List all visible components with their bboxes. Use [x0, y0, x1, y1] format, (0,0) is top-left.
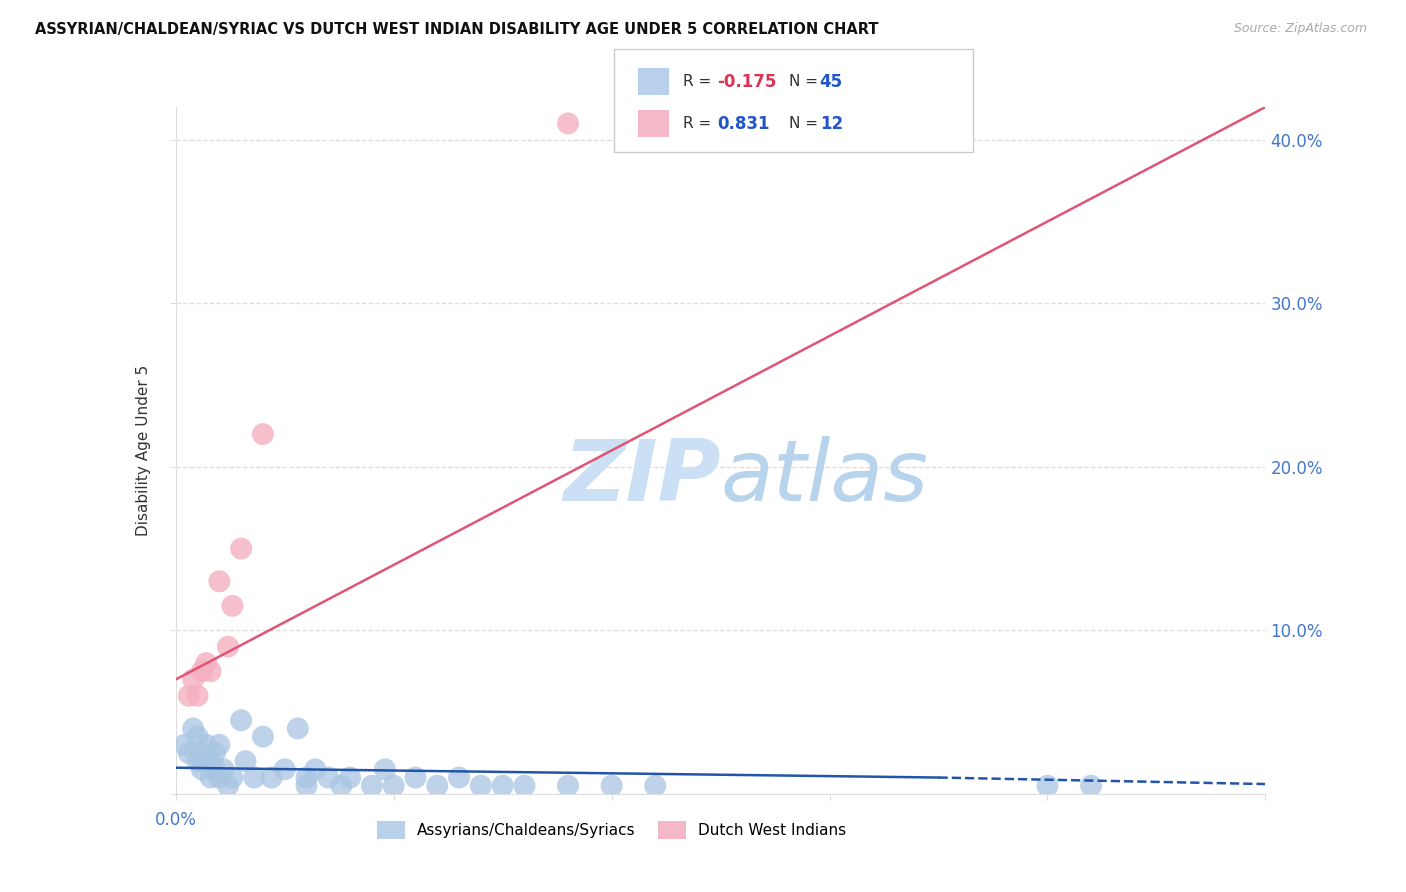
Point	[360, 779, 382, 793]
Point	[181, 722, 204, 736]
Legend: Assyrians/Chaldeans/Syriacs, Dutch West Indians: Assyrians/Chaldeans/Syriacs, Dutch West …	[371, 814, 852, 845]
Point	[557, 116, 579, 130]
Point	[217, 640, 239, 654]
Point	[470, 779, 492, 793]
Point	[447, 771, 470, 785]
Point	[243, 771, 266, 785]
Point	[208, 738, 231, 752]
Point	[177, 689, 200, 703]
Point	[181, 673, 204, 687]
Point	[231, 714, 253, 728]
Point	[426, 779, 449, 793]
Point	[208, 574, 231, 589]
Text: ASSYRIAN/CHALDEAN/SYRIAC VS DUTCH WEST INDIAN DISABILITY AGE UNDER 5 CORRELATION: ASSYRIAN/CHALDEAN/SYRIAC VS DUTCH WEST I…	[35, 22, 879, 37]
Text: atlas: atlas	[721, 436, 928, 519]
Point	[260, 771, 283, 785]
Point	[221, 599, 243, 613]
Point	[200, 754, 222, 768]
Y-axis label: Disability Age Under 5: Disability Age Under 5	[136, 365, 152, 536]
Text: 45: 45	[820, 72, 842, 91]
Point	[318, 771, 340, 785]
Point	[204, 746, 226, 760]
Text: 12: 12	[820, 115, 842, 133]
Point	[195, 656, 218, 670]
Point	[339, 771, 361, 785]
Point	[374, 762, 396, 776]
Point	[177, 746, 200, 760]
Point	[208, 771, 231, 785]
Text: N =: N =	[789, 116, 823, 131]
Point	[231, 541, 253, 556]
Text: Source: ZipAtlas.com: Source: ZipAtlas.com	[1233, 22, 1367, 36]
Point	[644, 779, 666, 793]
Point	[513, 779, 536, 793]
Point	[235, 754, 257, 768]
Point	[492, 779, 515, 793]
Point	[186, 689, 209, 703]
Point	[405, 771, 427, 785]
Point	[274, 762, 297, 776]
Point	[186, 730, 209, 744]
Point	[200, 664, 222, 679]
Point	[252, 730, 274, 744]
Text: 0.831: 0.831	[717, 115, 769, 133]
Point	[204, 762, 226, 776]
Point	[173, 738, 195, 752]
Point	[330, 779, 353, 793]
Point	[221, 771, 243, 785]
Point	[382, 779, 405, 793]
Point	[295, 779, 318, 793]
Point	[191, 762, 214, 776]
Point	[200, 771, 222, 785]
Text: R =: R =	[683, 116, 717, 131]
Text: -0.175: -0.175	[717, 72, 776, 91]
Point	[186, 754, 209, 768]
Text: 0.0%: 0.0%	[155, 811, 197, 829]
Point	[217, 779, 239, 793]
Point	[557, 779, 579, 793]
Point	[1080, 779, 1102, 793]
Text: R =: R =	[683, 74, 717, 89]
Point	[195, 738, 218, 752]
Point	[1036, 779, 1059, 793]
Point	[304, 762, 326, 776]
Point	[252, 427, 274, 442]
Text: N =: N =	[789, 74, 823, 89]
Text: ZIP: ZIP	[562, 436, 721, 519]
Point	[191, 746, 214, 760]
Point	[195, 754, 218, 768]
Point	[191, 664, 214, 679]
Point	[295, 771, 318, 785]
Point	[600, 779, 623, 793]
Point	[212, 762, 235, 776]
Point	[287, 722, 309, 736]
